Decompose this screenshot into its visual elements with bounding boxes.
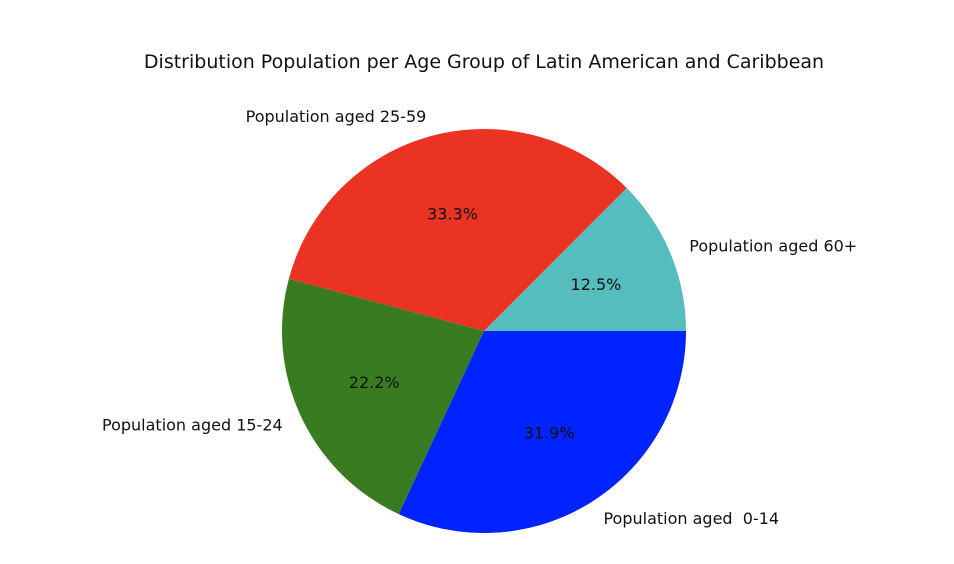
slice-labels: Population aged 60+ Population aged 25-59… <box>102 107 857 528</box>
percent-label: 12.5% <box>571 275 622 294</box>
pie-slice <box>484 188 686 331</box>
pie-slice <box>282 278 484 515</box>
percent-labels: 12.5% 33.3% 22.2% 31.9% <box>349 204 622 442</box>
percent-label: 33.3% <box>427 204 478 223</box>
chart-title: Distribution Population per Age Group of… <box>144 51 824 73</box>
slice-label: Population aged 15-24 <box>102 416 283 435</box>
pie-slice <box>288 129 627 331</box>
slice-label: Population aged 0-14 <box>603 509 779 528</box>
percent-label: 31.9% <box>524 424 575 443</box>
slice-label: Population aged 60+ <box>689 236 857 255</box>
pie-slices <box>282 129 686 533</box>
pie-slice <box>398 331 686 533</box>
percent-label: 22.2% <box>349 373 400 392</box>
slice-label: Population aged 25-59 <box>246 107 427 126</box>
